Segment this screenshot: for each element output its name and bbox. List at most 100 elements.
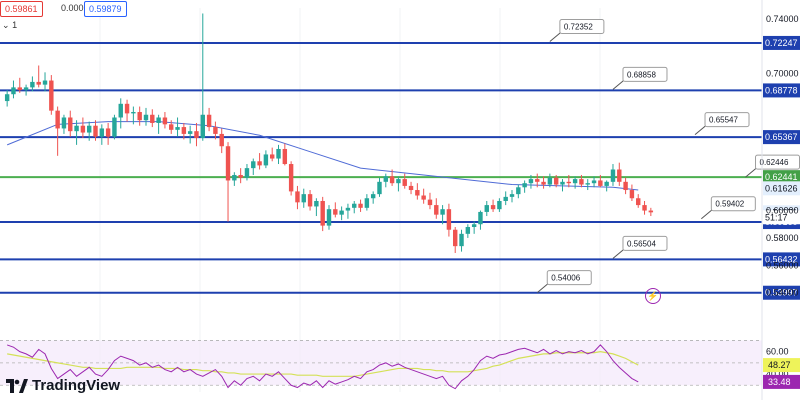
candle: [509, 190, 515, 203]
candle: [503, 191, 508, 206]
candle-body: [541, 181, 546, 185]
candle: [213, 121, 218, 140]
rsi-tag: [763, 374, 800, 389]
candle: [150, 109, 155, 128]
candle-body: [377, 181, 382, 195]
candle: [459, 229, 464, 252]
candle: [23, 84, 29, 96]
candle: [490, 199, 496, 212]
candle: [42, 72, 48, 92]
candle: [642, 200, 647, 215]
candle: [339, 206, 344, 221]
candle: [440, 205, 445, 225]
candle-body: [156, 117, 161, 123]
candle: [383, 173, 389, 188]
price-tag: [763, 181, 800, 196]
price-tag-label: 0.61626: [765, 183, 798, 193]
callout-box: [622, 66, 668, 82]
candle-body: [162, 117, 168, 125]
candle-body: [566, 181, 572, 184]
candle-body: [99, 128, 105, 137]
candle-body: [453, 229, 458, 247]
candle-body: [61, 117, 67, 129]
grid: [99, 8, 601, 392]
candle: [137, 106, 142, 126]
candle: [263, 150, 269, 169]
spread-value: 0.00018: [61, 3, 94, 13]
callout-label: 0.62446: [760, 158, 789, 167]
candle: [17, 77, 22, 93]
tradingview-logo[interactable]: TradingView: [6, 377, 120, 394]
callout-label: 0.56504: [627, 239, 656, 248]
candle: [105, 122, 111, 145]
price-tick-label: 0.70000: [766, 69, 799, 79]
candle-body: [86, 125, 92, 133]
candle-body: [194, 131, 199, 139]
candle-body: [503, 196, 508, 201]
candle-body: [484, 205, 489, 212]
candle-body: [320, 200, 325, 226]
candle: [118, 98, 123, 129]
candle: [623, 177, 628, 195]
candle: [389, 169, 395, 186]
candle: [181, 122, 187, 140]
candle: [345, 203, 351, 219]
callout-box: [622, 235, 668, 251]
candle: [36, 65, 41, 88]
level-price-label: 0.68778: [765, 85, 798, 95]
candle-body: [389, 176, 395, 184]
price-axis[interactable]: 0.74000 0.70000 0.60000 0.58000 0.56000 0.540…: [761, 0, 799, 400]
callout-label: 0.72352: [564, 23, 593, 32]
level-price-label: 0.65367: [765, 132, 798, 142]
candle-body: [326, 209, 332, 226]
candle: [276, 144, 281, 165]
candle-body: [74, 125, 79, 132]
candle: [295, 185, 300, 210]
candle-body: [421, 195, 426, 200]
candle-body: [49, 80, 54, 111]
callout-label: 0.65547: [709, 116, 738, 125]
candle-body: [68, 117, 73, 132]
candle-body: [522, 183, 527, 188]
price-tag: [763, 210, 800, 225]
candle-body: [187, 131, 193, 134]
lightning-icon[interactable]: ⚡: [645, 288, 661, 304]
rsi-value: 33.48: [768, 377, 791, 387]
candle: [585, 179, 590, 191]
candle: [244, 164, 250, 181]
callout-label: 0.59402: [715, 200, 744, 209]
candle-body: [175, 127, 180, 130]
candle-body: [629, 190, 635, 199]
candle: [598, 174, 603, 188]
candle-body: [610, 169, 616, 182]
candle-body: [169, 124, 174, 130]
candle-body: [490, 205, 496, 210]
candle-body: [648, 210, 654, 213]
candle-body: [301, 194, 306, 203]
callout-box: [710, 196, 756, 212]
candle: [541, 176, 546, 189]
volume-toggle[interactable]: ⌄ 1: [2, 20, 17, 31]
candle: [225, 142, 231, 222]
candle: [352, 200, 357, 214]
candle-body: [358, 203, 363, 208]
candle: [187, 125, 193, 144]
candle: [402, 173, 407, 189]
candle: [74, 120, 79, 145]
candle: [377, 177, 382, 197]
level-price-label: 0.62441: [765, 172, 798, 182]
candle-body: [263, 154, 269, 166]
candle: [320, 196, 325, 232]
candle: [219, 128, 224, 154]
candle: [131, 106, 136, 125]
price-tick-label: 0.54000: [766, 288, 799, 298]
candle-body: [269, 154, 275, 159]
candle-body: [402, 179, 407, 186]
candle-body: [238, 174, 243, 178]
bid-price[interactable]: 0.59861: [0, 1, 43, 17]
candle-body: [440, 209, 445, 215]
ask-price[interactable]: 0.59879: [84, 1, 127, 17]
candle: [11, 80, 16, 99]
